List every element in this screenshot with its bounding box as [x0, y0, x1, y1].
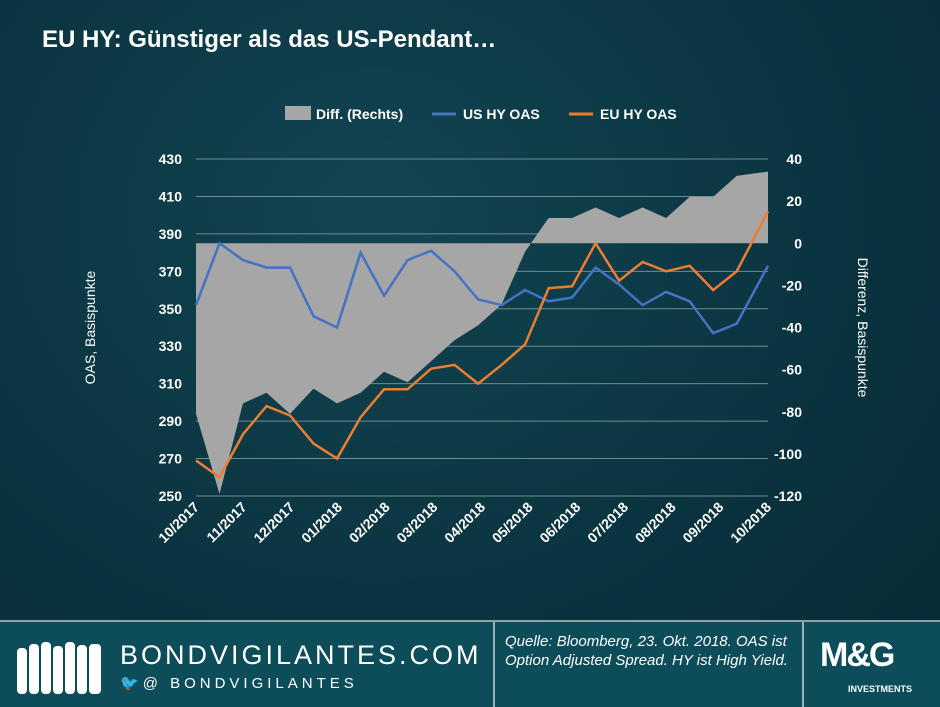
site-name[interactable]: BONDVIGILANTES.COM — [120, 640, 482, 670]
people-silhouette-icon — [17, 642, 101, 694]
legend-swatch — [285, 106, 311, 120]
x-tick-label: 09/2018 — [679, 499, 726, 546]
legend-label: Diff. (Rechts) — [316, 106, 403, 122]
x-tick-label: 11/2017 — [203, 499, 250, 546]
x-tick-label: 02/2018 — [346, 499, 393, 546]
y2-tick-label: 40 — [786, 151, 802, 167]
mg-logo-sub: INVESTMENTS — [848, 684, 913, 694]
y-tick-label: 410 — [159, 188, 183, 204]
x-tick-label: 07/2018 — [584, 499, 631, 546]
y-tick-label: 330 — [159, 338, 183, 354]
mg-logo: M&G — [820, 636, 895, 674]
x-tick-label: 05/2018 — [489, 499, 536, 546]
x-tick-label: 12/2017 — [250, 499, 297, 546]
chart: 250 270 290 310 330 350 370 390 410 430 -120 -100 -8… — [82, 106, 871, 546]
y-tick-label: 310 — [159, 376, 183, 392]
page-title: EU HY: Günstiger als das US-Pendant… — [42, 26, 497, 53]
y-tick-label: 370 — [159, 263, 183, 279]
x-tick-label: 04/2018 — [441, 499, 488, 546]
y-tick-label: 390 — [159, 226, 183, 242]
y2-tick-label: -40 — [782, 320, 802, 336]
handle-text: @ BONDVIGILANTES — [142, 675, 358, 692]
y-tick-label: 290 — [159, 413, 183, 429]
y-tick-label: 350 — [159, 301, 183, 317]
y-tick-label: 430 — [159, 151, 183, 167]
y2-tick-label: -100 — [774, 446, 802, 462]
twitter-handle[interactable]: 🐦@ BONDVIGILANTES — [120, 674, 358, 692]
twitter-icon: 🐦 — [120, 675, 143, 692]
y2-tick-label: -120 — [774, 488, 802, 504]
x-tick-label: 10/2018 — [727, 499, 774, 546]
y2-tick-label: -80 — [782, 404, 802, 420]
y2-tick-label: -20 — [782, 277, 802, 293]
divider — [802, 622, 804, 707]
us-hy-oas-line — [194, 241, 770, 335]
y-tick-label: 270 — [159, 451, 183, 467]
x-tick-label: 03/2018 — [393, 499, 440, 546]
y2-tick-label: 20 — [786, 193, 802, 209]
y-axis-label: OAS, Basispunkte — [82, 270, 98, 384]
y-tick-label: 250 — [159, 488, 183, 504]
x-tick-label: 06/2018 — [536, 499, 583, 546]
divider — [493, 622, 495, 707]
y2-tick-label: -60 — [782, 362, 802, 378]
eu-hy-oas-line — [195, 210, 770, 480]
legend-label: US HY OAS — [463, 106, 540, 122]
y2-axis-label: Differenz, Basispunkte — [855, 258, 871, 398]
y2-tick-label: 0 — [794, 235, 802, 251]
x-tick-label: 10/2017 — [155, 499, 202, 546]
legend-label: EU HY OAS — [600, 106, 677, 122]
source-note: Quelle: Bloomberg, 23. Okt. 2018. OAS is… — [505, 633, 788, 669]
x-tick-label: 01/2018 — [298, 499, 345, 546]
footer: BONDVIGILANTES.COM 🐦@ BONDVIGILANTES Que… — [0, 620, 940, 707]
x-tick-label: 08/2018 — [632, 499, 679, 546]
diff-area — [196, 171, 768, 494]
